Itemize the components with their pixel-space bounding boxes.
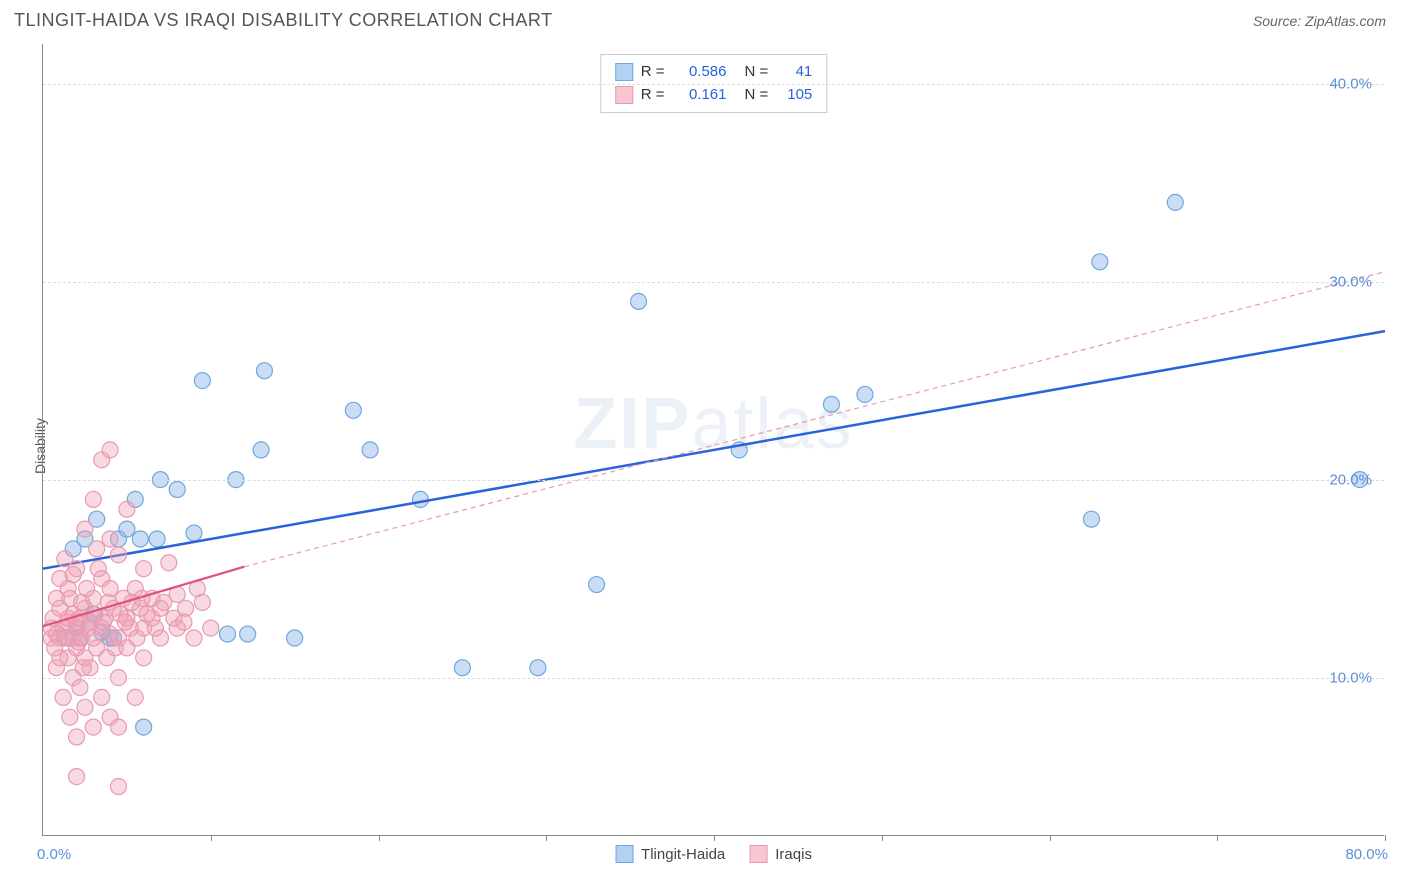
data-point [69,729,85,745]
data-point [147,620,163,636]
data-point [119,501,135,517]
data-point [186,630,202,646]
data-point [220,626,236,642]
y-tick-label: 10.0% [1329,669,1372,686]
data-point [119,521,135,537]
data-point [90,561,106,577]
x-tick [1050,835,1051,841]
data-point [857,386,873,402]
data-point [186,525,202,541]
data-point [77,699,93,715]
data-point [79,581,95,597]
x-tick [379,835,380,841]
x-tick [714,835,715,841]
data-point [95,614,111,630]
data-point [176,614,192,630]
data-point [110,779,126,795]
legend-row: R = 0.586 N = 41 [615,61,813,84]
gridline [43,678,1384,679]
data-point [1092,254,1108,270]
y-tick-label: 20.0% [1329,471,1372,488]
data-point [823,396,839,412]
data-point [203,620,219,636]
data-point [117,614,133,630]
data-point [156,594,172,610]
x-tick [1385,835,1386,841]
legend-swatch [615,86,633,104]
data-point [362,442,378,458]
data-point [256,363,272,379]
x-tick [546,835,547,841]
data-point [589,577,605,593]
gridline [43,84,1384,85]
data-point [129,630,145,646]
data-point [1167,194,1183,210]
data-point [94,689,110,705]
data-point [149,531,165,547]
data-point [102,442,118,458]
data-point [127,689,143,705]
data-point [454,660,470,676]
data-point [52,650,68,666]
series-legend: Tlingit-Haida Iraqis [615,845,812,863]
data-point [89,541,105,557]
scatter-svg [43,44,1384,835]
data-point [62,709,78,725]
legend-swatch [749,845,767,863]
data-point [161,555,177,571]
data-point [412,491,428,507]
data-point [345,402,361,418]
legend-row: R = 0.161 N = 105 [615,84,813,107]
data-point [65,567,81,583]
legend-item: Tlingit-Haida [615,845,725,863]
trend-line [244,272,1385,567]
data-point [69,769,85,785]
data-point [132,531,148,547]
x-end-label: 80.0% [1345,846,1388,863]
data-point [55,689,71,705]
y-tick-label: 30.0% [1329,273,1372,290]
legend-swatch [615,63,633,81]
trend-line [43,331,1385,569]
x-tick [211,835,212,841]
legend-swatch [615,845,633,863]
data-point [72,680,88,696]
data-point [530,660,546,676]
data-point [169,482,185,498]
chart-plot-area: ZIPatlas R = 0.586 N = 41 R = 0.161 N = … [42,44,1384,836]
data-point [85,719,101,735]
data-point [1083,511,1099,527]
data-point [136,719,152,735]
data-point [240,626,256,642]
data-point [110,719,126,735]
y-tick-label: 40.0% [1329,75,1372,92]
data-point [253,442,269,458]
data-point [77,521,93,537]
data-point [136,561,152,577]
data-point [136,650,152,666]
source-label: Source: ZipAtlas.com [1253,13,1386,29]
x-tick [1217,835,1218,841]
gridline [43,480,1384,481]
data-point [70,634,86,650]
data-point [287,630,303,646]
x-tick [882,835,883,841]
chart-title: TLINGIT-HAIDA VS IRAQI DISABILITY CORREL… [14,10,553,31]
legend-item: Iraqis [749,845,812,863]
data-point [75,660,91,676]
gridline [43,282,1384,283]
data-point [194,373,210,389]
data-point [110,547,126,563]
data-point [85,491,101,507]
data-point [631,293,647,309]
data-point [102,531,118,547]
data-point [107,640,123,656]
data-point [139,606,155,622]
chart-header: TLINGIT-HAIDA VS IRAQI DISABILITY CORREL… [0,0,1406,37]
x-origin-label: 0.0% [37,846,71,863]
